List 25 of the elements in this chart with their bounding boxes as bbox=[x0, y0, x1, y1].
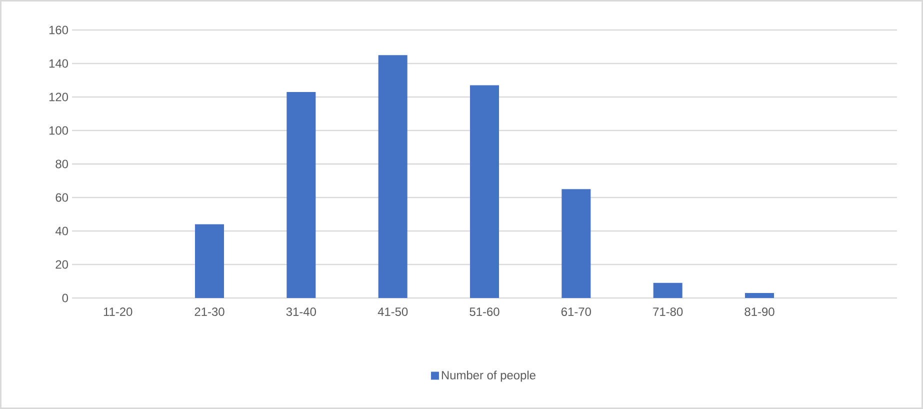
x-tick-label: 21-30 bbox=[194, 308, 224, 316]
x-tick-label: 61-70 bbox=[561, 308, 591, 316]
y-tick-label: 80 bbox=[56, 160, 68, 168]
bar bbox=[470, 85, 499, 298]
y-tick-label: 100 bbox=[49, 126, 68, 135]
bar bbox=[195, 224, 224, 298]
y-tick-label: 40 bbox=[55, 226, 68, 236]
x-tick-label: 51-60 bbox=[470, 308, 500, 316]
y-tick-label: 120 bbox=[49, 92, 68, 102]
bar bbox=[562, 189, 591, 298]
bar bbox=[745, 292, 774, 298]
x-tick-label: 31-40 bbox=[286, 308, 316, 316]
x-tick-label: 71-80 bbox=[653, 308, 683, 316]
x-tick-label: 81-90 bbox=[744, 308, 774, 316]
y-tick-label: 140 bbox=[49, 59, 68, 68]
y-tick-label: 160 bbox=[49, 26, 68, 34]
legend-label: Number of people bbox=[442, 370, 536, 382]
y-tick-label: 60 bbox=[56, 193, 68, 202]
bar bbox=[286, 92, 316, 298]
y-tick-label: 0 bbox=[62, 294, 68, 302]
bar bbox=[653, 282, 682, 298]
x-tick-label: 11-20 bbox=[104, 308, 132, 316]
x-tick-label: 41-50 bbox=[378, 308, 408, 316]
bar bbox=[378, 55, 408, 298]
y-tick-label: 20 bbox=[56, 260, 68, 269]
